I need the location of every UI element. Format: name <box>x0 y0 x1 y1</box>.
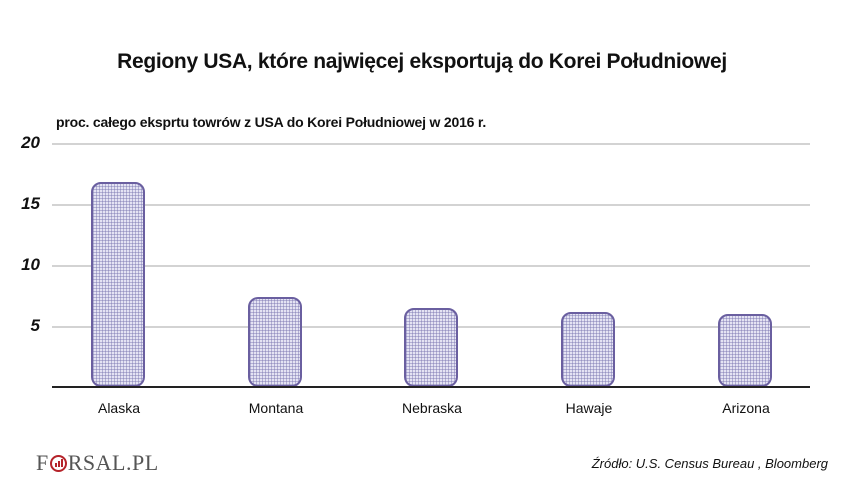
x-label-arizona: Arizona <box>722 400 770 416</box>
x-label-alaska: Alaska <box>97 400 141 416</box>
x-label-montana: Montana <box>248 400 304 416</box>
source-note: Źródło: U.S. Census Bureau , Bloomberg <box>591 456 828 471</box>
bar-nebraska <box>404 308 458 387</box>
bar-hawaje <box>561 311 615 387</box>
bar-alaska <box>91 181 145 387</box>
logo-text-right: RSAL.PL <box>67 450 159 475</box>
y-tick-20: 20 <box>21 133 40 152</box>
gridline-15 <box>52 204 810 206</box>
y-tick-15: 15 <box>21 194 40 213</box>
logo-text-left: F <box>36 450 49 475</box>
x-label-nebraska: Nebraska <box>402 400 462 416</box>
forsal-logo: F RSAL.PL <box>36 450 159 476</box>
x-label-hawaje: Hawaje <box>565 400 613 416</box>
logo-bar-chart-icon <box>49 454 67 472</box>
chart-title: Regiony USA, które najwięcej eksportują … <box>117 50 727 73</box>
gridline-20 <box>52 143 810 145</box>
gridline-10 <box>52 265 810 267</box>
bar-montana <box>248 297 302 387</box>
y-tick-10: 10 <box>21 255 40 274</box>
chart-subtitle: proc. całego eksprtu towrów z USA do Kor… <box>56 114 487 130</box>
bar-arizona <box>718 314 772 387</box>
x-axis-line <box>52 386 810 388</box>
y-tick-5: 5 <box>30 316 40 335</box>
